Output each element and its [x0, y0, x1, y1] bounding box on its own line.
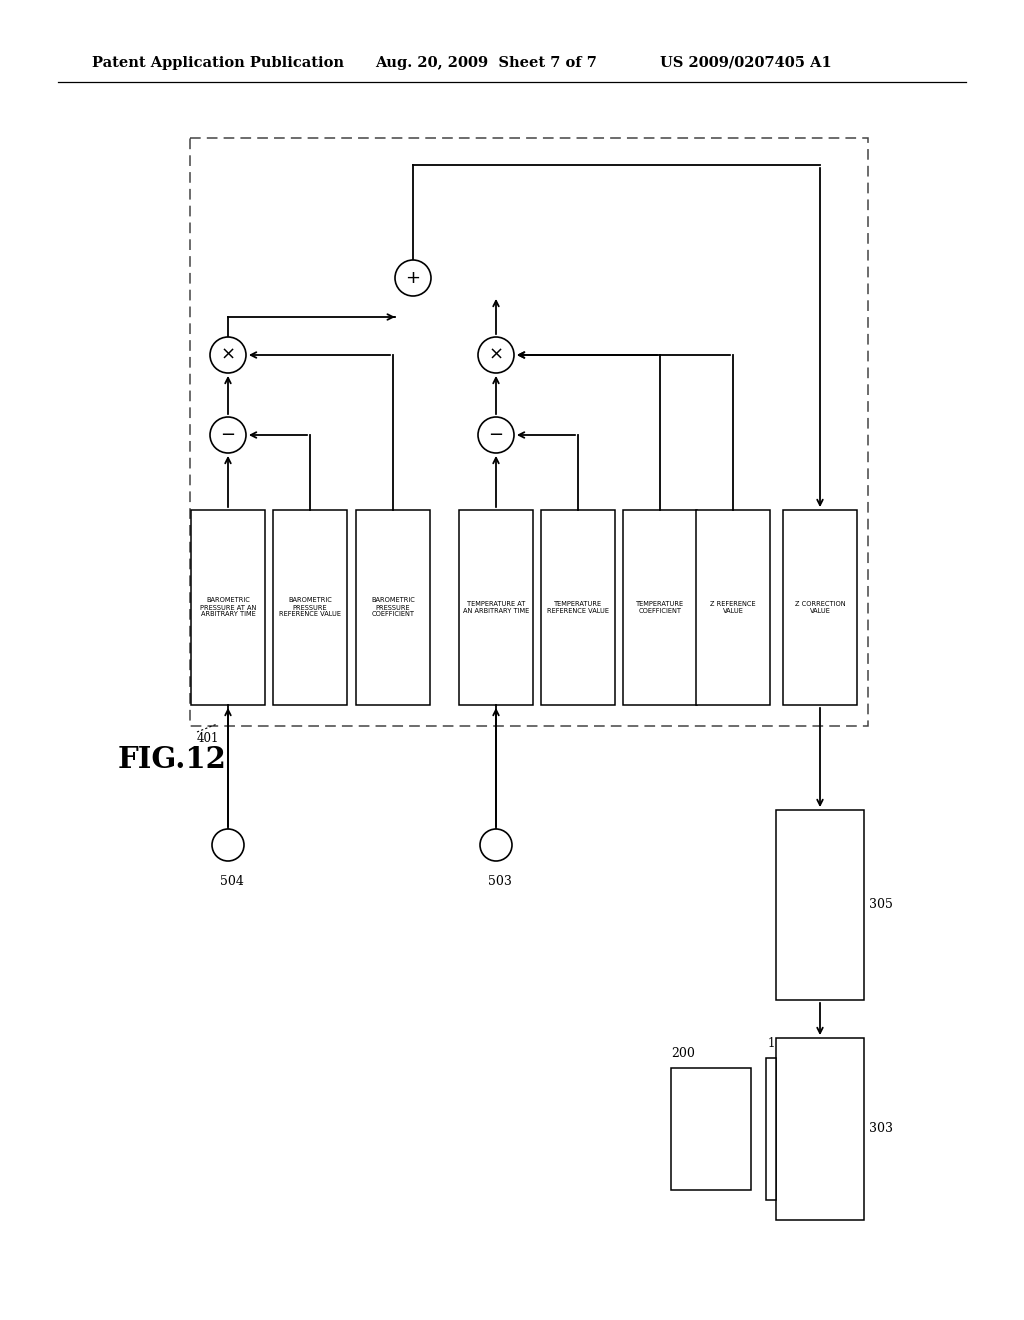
Text: Aug. 20, 2009  Sheet 7 of 7: Aug. 20, 2009 Sheet 7 of 7 [375, 55, 597, 70]
Bar [776, 1038, 864, 1220]
Bar [671, 1068, 751, 1191]
Bar [696, 510, 770, 705]
Bar [356, 510, 430, 705]
Circle shape [480, 829, 512, 861]
Circle shape [212, 829, 244, 861]
Bar [776, 810, 864, 1001]
Bar [191, 510, 265, 705]
Text: Z CORRECTION
VALUE: Z CORRECTION VALUE [795, 601, 846, 614]
Text: BAROMETRIC
PRESSURE
COEFFICIENT: BAROMETRIC PRESSURE COEFFICIENT [371, 598, 415, 618]
Text: FIG.12: FIG.12 [118, 746, 227, 775]
Bar [459, 510, 534, 705]
Text: 503: 503 [488, 875, 512, 888]
Text: 303: 303 [869, 1122, 893, 1135]
Text: ×: × [220, 346, 236, 364]
Text: 200: 200 [671, 1047, 695, 1060]
Bar [783, 510, 857, 705]
Circle shape [210, 417, 246, 453]
Text: 401: 401 [197, 733, 219, 744]
Circle shape [478, 337, 514, 374]
Text: +: + [406, 269, 421, 286]
Text: Z REFERENCE
VALUE: Z REFERENCE VALUE [711, 601, 756, 614]
Text: 305: 305 [869, 899, 893, 912]
Text: BAROMETRIC
PRESSURE
REFERENCE VALUE: BAROMETRIC PRESSURE REFERENCE VALUE [279, 598, 341, 618]
Text: TEMPERATURE AT
AN ARBITRARY TIME: TEMPERATURE AT AN ARBITRARY TIME [463, 601, 529, 614]
Circle shape [210, 337, 246, 374]
Text: TEMPERATURE
REFERENCE VALUE: TEMPERATURE REFERENCE VALUE [547, 601, 609, 614]
Circle shape [478, 417, 514, 453]
Text: ×: × [488, 346, 504, 364]
Text: BAROMETRIC
PRESSURE AT AN
ARBITRARY TIME: BAROMETRIC PRESSURE AT AN ARBITRARY TIME [200, 598, 256, 618]
Text: Patent Application Publication: Patent Application Publication [92, 55, 344, 70]
Circle shape [395, 260, 431, 296]
Text: 1: 1 [767, 1038, 775, 1049]
Bar [273, 510, 347, 705]
Text: TEMPERATURE
COEFFICIENT: TEMPERATURE COEFFICIENT [636, 601, 684, 614]
Text: 504: 504 [220, 875, 244, 888]
Text: −: − [220, 426, 236, 444]
Bar [623, 510, 697, 705]
Bar [766, 1059, 776, 1200]
Bar [541, 510, 615, 705]
Text: US 2009/0207405 A1: US 2009/0207405 A1 [660, 55, 831, 70]
Text: −: − [488, 426, 504, 444]
